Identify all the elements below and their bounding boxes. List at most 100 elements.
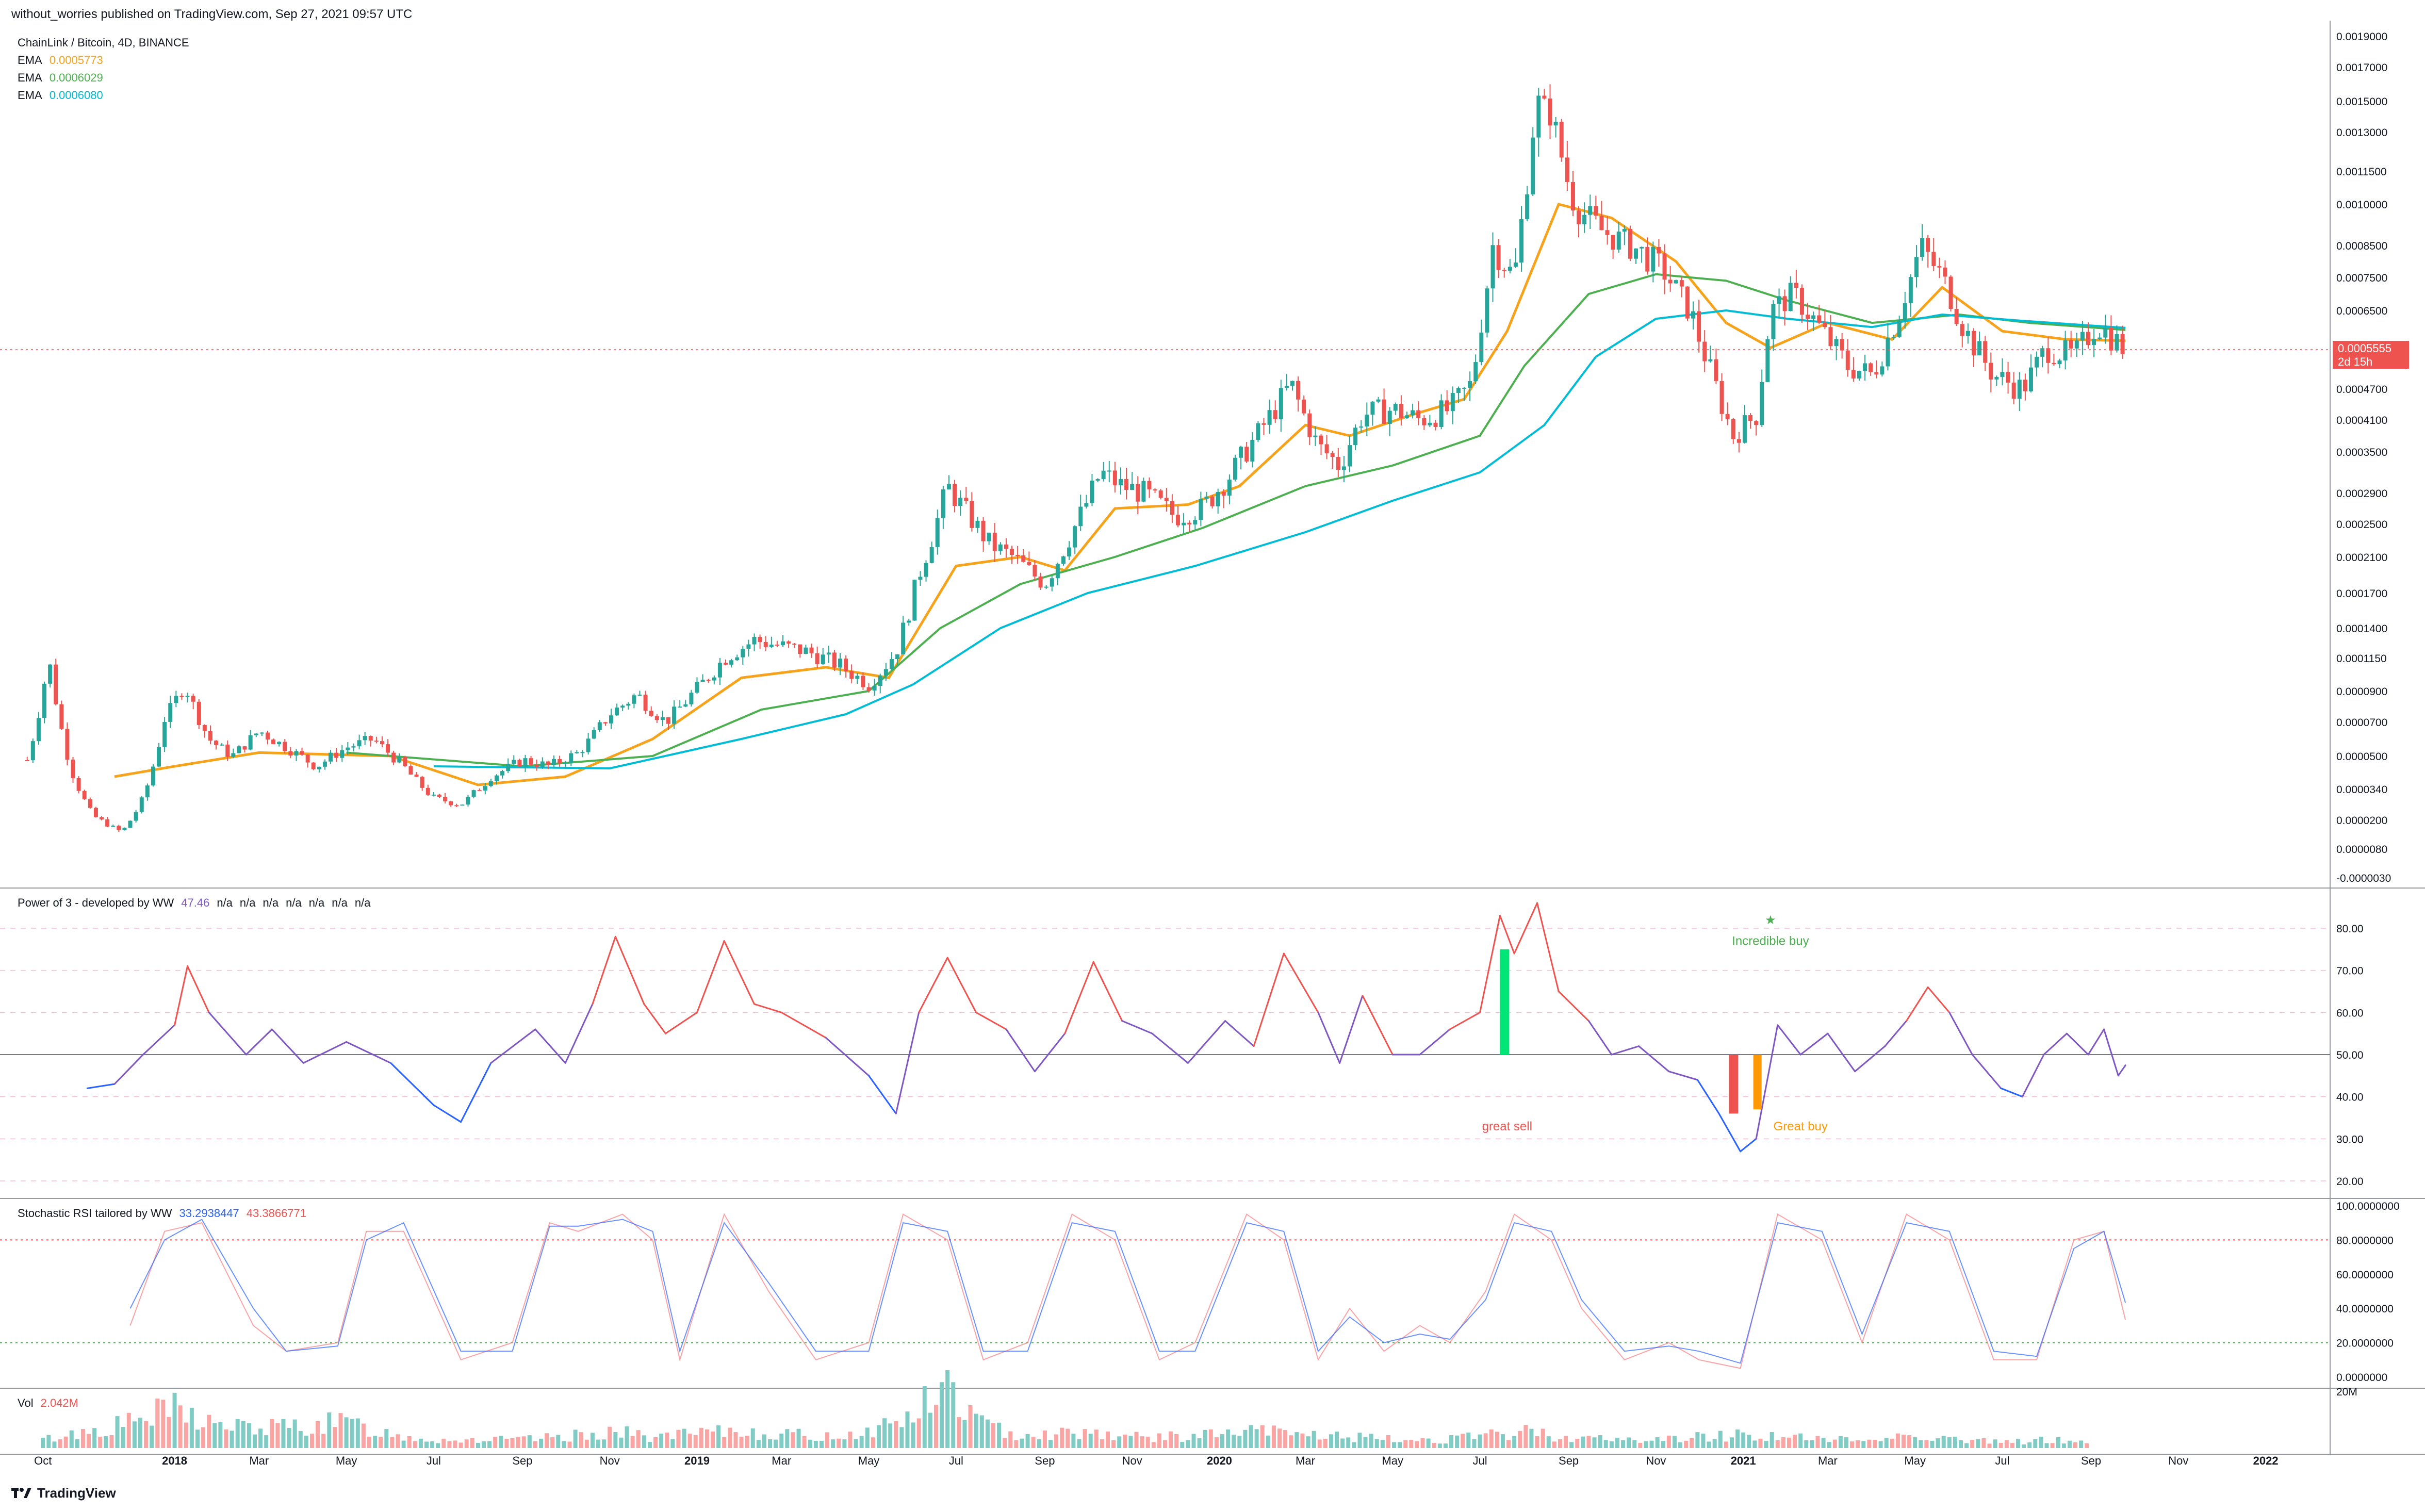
last-price-badge: 0.0005555 2d 15h (2333, 341, 2409, 369)
candle-body (1112, 470, 1117, 486)
volume-bar (1649, 1440, 1654, 1448)
ema3-value: 0.0006080 (49, 89, 103, 102)
volume-bar (516, 1437, 520, 1448)
volume-bar (2033, 1439, 2038, 1448)
power-segment (1971, 1054, 2002, 1089)
volume-bars (41, 1370, 2089, 1448)
candle-body (500, 771, 505, 776)
volume-bar (1558, 1439, 1562, 1448)
volume-bar (1712, 1439, 1717, 1448)
volume-bar (1489, 1429, 1494, 1448)
candle-body (838, 659, 843, 668)
volume-bar (1100, 1439, 1104, 1448)
power-axis[interactable]: 80.00 70.00 60.00 50.00 40.00 30.00 20.00 (0, 923, 2364, 1188)
candle-body (449, 801, 453, 806)
volume-bar (1873, 1439, 1877, 1448)
volume-bar (1695, 1432, 1700, 1448)
candle-body (1594, 206, 1598, 216)
volume-bar (1644, 1441, 1648, 1448)
power-annotation: great sell (1482, 1120, 1532, 1133)
main-price-axis[interactable]: 0.0019000 0.0017000 0.0015000 0.0013000 0.00… (2336, 31, 2391, 884)
candle-body (2017, 380, 2022, 399)
volume-bar (1025, 1434, 1030, 1448)
volume-bar (1672, 1436, 1677, 1448)
volume-bar (1426, 1438, 1431, 1448)
candle-body (1324, 444, 1329, 453)
volume-bar (911, 1422, 915, 1448)
stoch-d-value: 43.3866771 (246, 1207, 307, 1220)
candle-body (546, 761, 550, 765)
ema3-label[interactable]: EMA (18, 89, 42, 102)
candle-body (1553, 122, 1558, 126)
volume-bar (1998, 1442, 2003, 1448)
volume-bar (413, 1441, 417, 1448)
volume-bar (1609, 1441, 1614, 1448)
volume-bar (1535, 1436, 1539, 1448)
volume-bar (1369, 1434, 1373, 1448)
volume-bar (2010, 1443, 2014, 1448)
great-buy-marker (1753, 1055, 1762, 1110)
volume-bar (556, 1435, 561, 1448)
candle-body (649, 711, 653, 716)
power-segment (1611, 1045, 1640, 1056)
candle-body (1261, 423, 1266, 425)
candle-body (1038, 576, 1043, 588)
candle-body (248, 735, 253, 750)
vol-axis[interactable]: 20M (2336, 1386, 2357, 1398)
volume-bar (1569, 1442, 1574, 1448)
price-tick-label: 0.0001150 (2336, 653, 2387, 665)
volume-bar (584, 1439, 589, 1448)
stoch-title[interactable]: Stochastic RSI tailored by WW (18, 1207, 172, 1220)
time-axis[interactable]: Oct 2018 Mar May Jul Sep Nov 2019 Mar May Jul Sep No… (34, 1454, 2278, 1467)
volume-bar (1856, 1440, 1860, 1448)
candle-body (1823, 322, 1827, 327)
volume-bar (1684, 1440, 1689, 1448)
candle-body (454, 805, 459, 807)
volume-bar (161, 1400, 166, 1448)
volume-bar (1020, 1438, 1024, 1448)
power-segment (1317, 1011, 1341, 1064)
volume-bar (379, 1437, 383, 1448)
candle-body (300, 751, 304, 755)
stoch-axis[interactable]: 100.0000000 80.0000000 60.0000000 40.000000… (0, 1201, 2400, 1384)
power-na-4: n/a (286, 896, 302, 909)
candle-body (2000, 372, 2005, 377)
candle-body (929, 547, 934, 563)
power-title[interactable]: Power of 3 - developed by WW (18, 896, 174, 909)
candle-body (1542, 95, 1547, 99)
stoch-k-value: 33.2938447 (179, 1207, 239, 1220)
volume-bar (212, 1423, 217, 1448)
volume-bar (1941, 1436, 1946, 1448)
volume-bar (579, 1432, 583, 1448)
volume-bar (1901, 1435, 1906, 1448)
tradingview-brand[interactable]: TradingView (11, 1485, 116, 1501)
volume-bar (2061, 1443, 2066, 1448)
stoch-line-k (129, 1213, 2126, 1369)
power-segment (895, 1011, 920, 1114)
volume-bar (2067, 1440, 2072, 1448)
volume-bar (785, 1429, 790, 1448)
volume-bar (1472, 1439, 1477, 1448)
volume-bar (247, 1423, 251, 1448)
candle-body (1668, 280, 1673, 284)
symbol-label[interactable]: ChainLink / Bitcoin, 4D, BINANCE (18, 36, 189, 49)
candle-body (2103, 327, 2108, 338)
vol-title[interactable]: Vol (18, 1396, 34, 1409)
candle-body (1073, 526, 1077, 548)
ema2-label[interactable]: EMA (18, 71, 42, 84)
volume-bar (1741, 1432, 1746, 1448)
ema1-label[interactable]: EMA (18, 54, 42, 67)
main-legend: ChainLink / Bitcoin, 4D, BINANCE EMA 0.00… (18, 34, 189, 104)
candle-body (1050, 578, 1054, 587)
candle-body (483, 786, 487, 791)
candle-body (386, 744, 390, 753)
candle-body (100, 817, 104, 819)
candle-body (145, 785, 150, 798)
volume-bar (1111, 1440, 1116, 1448)
volume-bar (521, 1436, 526, 1448)
volume-bar (670, 1439, 675, 1448)
volume-bar (808, 1439, 812, 1448)
volume-bar (1769, 1432, 1774, 1448)
volume-bar (831, 1439, 835, 1448)
candle-body (1771, 304, 1776, 339)
